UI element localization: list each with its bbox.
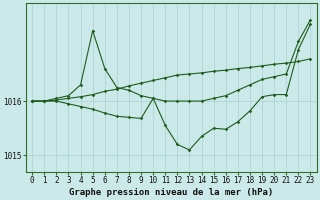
X-axis label: Graphe pression niveau de la mer (hPa): Graphe pression niveau de la mer (hPa): [69, 188, 274, 197]
